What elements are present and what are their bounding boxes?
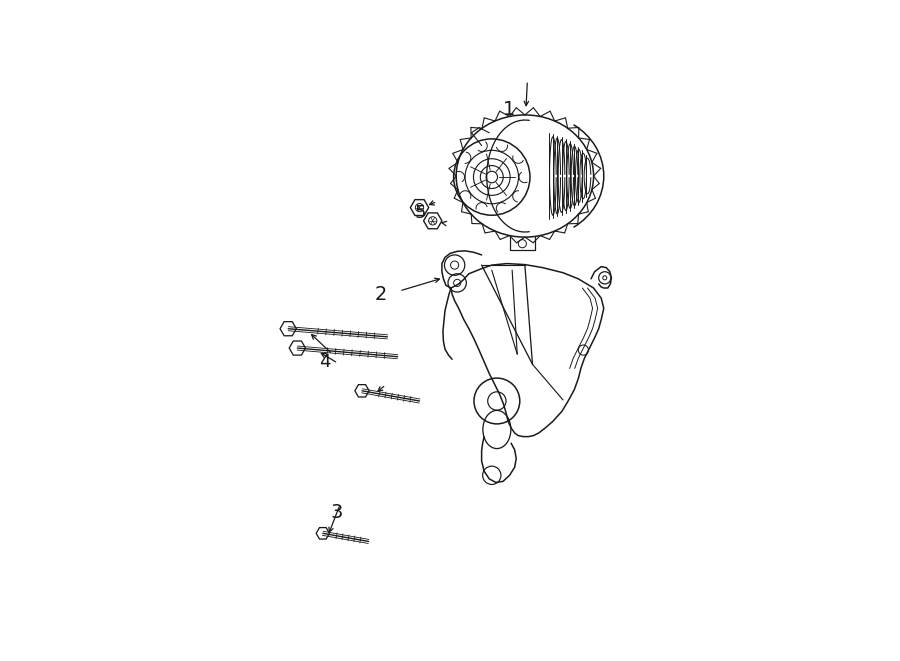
Text: 3: 3 bbox=[330, 504, 343, 522]
Text: 1: 1 bbox=[502, 100, 515, 120]
Text: 2: 2 bbox=[374, 285, 387, 303]
Text: 4: 4 bbox=[320, 354, 330, 371]
Text: 5: 5 bbox=[415, 204, 427, 221]
